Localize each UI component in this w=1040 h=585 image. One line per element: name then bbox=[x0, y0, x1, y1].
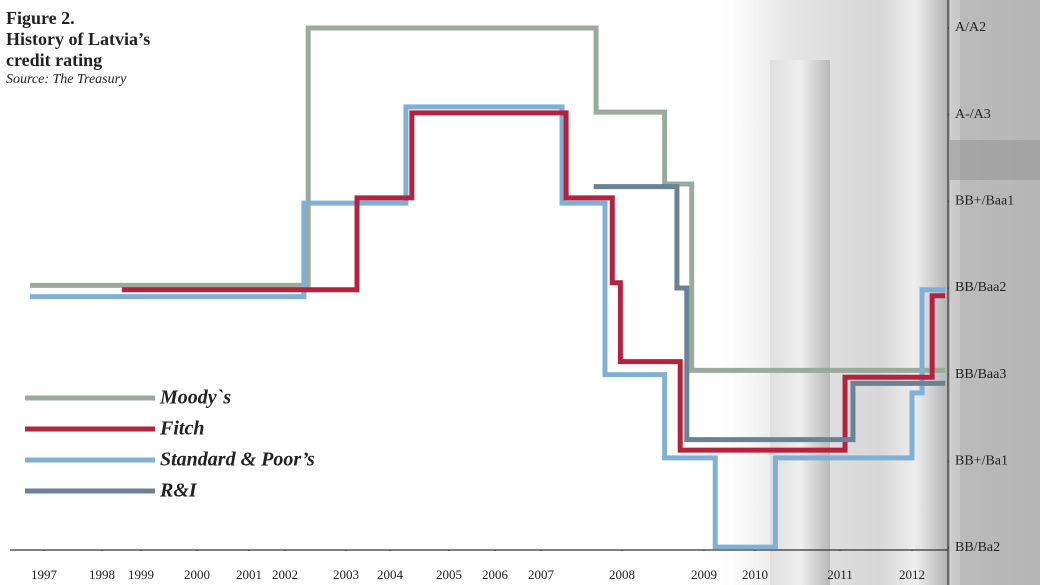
y-tick-label: A/A2 bbox=[955, 20, 986, 35]
y-tick-label: BB+/Baa1 bbox=[955, 194, 1014, 209]
x-tick-label: 2005 bbox=[436, 567, 462, 582]
legend-label: Standard & Poor’s bbox=[160, 449, 315, 471]
x-tick-label: 2000 bbox=[184, 567, 210, 582]
y-tick-label: BB/Ba2 bbox=[955, 540, 1000, 555]
x-tick-label: 2009 bbox=[691, 567, 717, 582]
x-tick-label: 2007 bbox=[528, 567, 555, 582]
chart-subtitle: History of Latvia’s credit rating bbox=[6, 29, 151, 70]
step-line bbox=[593, 184, 946, 443]
x-tick-label: 2002 bbox=[272, 567, 298, 582]
legend-label: R&I bbox=[159, 480, 198, 502]
x-tick-label: 2004 bbox=[377, 567, 404, 582]
y-tick-label: BB+/Ba1 bbox=[955, 454, 1008, 469]
legend-label: Moody`s bbox=[159, 387, 231, 409]
x-tick-label: 1998 bbox=[89, 567, 115, 582]
x-tick-label: 1997 bbox=[31, 567, 58, 582]
source: Source: The Treasury bbox=[6, 72, 127, 87]
y-tick-label: BB/Baa2 bbox=[955, 280, 1006, 295]
step-line bbox=[121, 110, 946, 453]
x-tick-label: 1999 bbox=[128, 567, 154, 582]
x-tick-label: 2011 bbox=[827, 567, 853, 582]
x-tick-label: 2008 bbox=[609, 567, 635, 582]
y-tick-label: BB/Baa3 bbox=[955, 367, 1006, 382]
x-tick-label: 2010 bbox=[742, 567, 768, 582]
x-tick-label: 2012 bbox=[899, 567, 925, 582]
background-photo bbox=[700, 0, 1040, 585]
step-line bbox=[30, 25, 946, 373]
x-tick-label: 2003 bbox=[333, 567, 359, 582]
y-tick-label: A-/A3 bbox=[955, 107, 991, 122]
step-line bbox=[30, 104, 946, 550]
title-block: Figure 2. History of Latvia’s credit rat… bbox=[6, 8, 166, 89]
x-tick-label: 2006 bbox=[482, 567, 509, 582]
legend-label: Fitch bbox=[159, 418, 204, 440]
x-tick-label: 2001 bbox=[236, 567, 262, 582]
chart-title: Figure 2. bbox=[6, 8, 75, 28]
